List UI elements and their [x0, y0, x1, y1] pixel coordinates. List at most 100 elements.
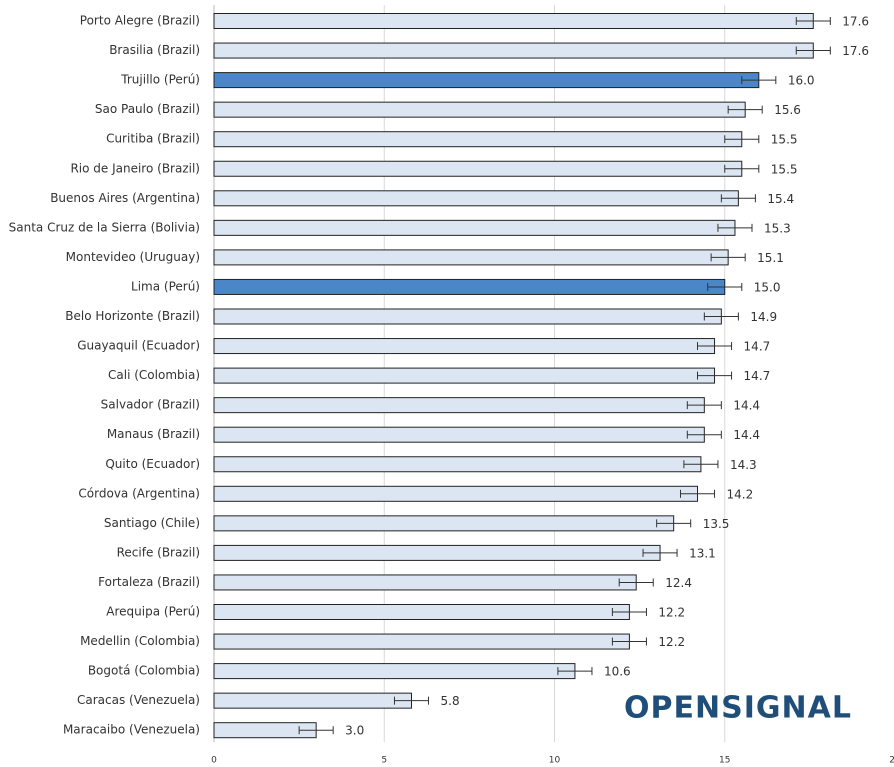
- y-tick-label: Bogotá (Colombia): [88, 664, 200, 678]
- y-tick-label: Recife (Brazil): [117, 545, 200, 559]
- bar: [213, 160, 743, 177]
- data-label: 17.6: [842, 44, 869, 58]
- data-label: 14.9: [750, 310, 777, 324]
- bar: [213, 426, 705, 443]
- y-tick-label: Guayaquil (Ecuador): [77, 339, 200, 353]
- bar: [213, 338, 716, 355]
- data-label: 15.5: [771, 133, 798, 147]
- y-tick-label: Medellin (Colombia): [80, 634, 200, 648]
- y-tick-label: Fortaleza (Brazil): [98, 575, 200, 589]
- bar: [213, 485, 699, 502]
- bar: [213, 663, 576, 680]
- bar: [213, 72, 760, 89]
- y-tick-label: Arequipa (Perú): [106, 605, 200, 619]
- y-tick-label: Porto Alegre (Brazil): [80, 14, 200, 28]
- bar: [213, 249, 729, 266]
- y-tick-label: Córdova (Argentina): [78, 486, 200, 500]
- error-bar: [393, 696, 430, 705]
- y-tick-label: Santiago (Chile): [104, 516, 200, 530]
- bar: [213, 13, 814, 29]
- error-bar: [697, 342, 733, 351]
- y-tick-label: Trujillo (Perú): [120, 73, 200, 87]
- data-label: 17.6: [842, 15, 869, 29]
- data-label: 10.6: [604, 665, 631, 679]
- error-bar: [298, 726, 334, 735]
- y-tick-label: Lima (Perú): [131, 279, 200, 293]
- data-label: 15.3: [764, 221, 791, 235]
- x-tick-label: 20: [889, 756, 894, 766]
- error-bar: [741, 76, 777, 85]
- data-label: 14.4: [733, 428, 760, 442]
- data-label: 13.5: [703, 517, 730, 531]
- error-bar: [720, 194, 756, 203]
- y-tick-label: Sao Paulo (Brazil): [95, 102, 200, 116]
- error-bar: [611, 608, 647, 616]
- error-bar: [697, 371, 733, 380]
- bar: [213, 131, 743, 148]
- x-tick-label: 0: [211, 756, 217, 766]
- data-label: 13.1: [689, 546, 716, 560]
- error-bar: [679, 489, 716, 498]
- data-label: 14.3: [730, 458, 757, 472]
- error-bar: [686, 430, 722, 439]
- data-label: 3.0: [345, 724, 364, 738]
- bar: [213, 367, 716, 384]
- y-tick-label: Maracaibo (Venezuela): [63, 723, 200, 737]
- error-bar: [717, 223, 753, 232]
- error-bar: [710, 253, 746, 262]
- bar: [213, 397, 705, 414]
- data-label: 14.2: [727, 487, 754, 501]
- y-tick-label: Buenos Aires (Argentina): [50, 191, 200, 205]
- error-bar: [795, 17, 831, 25]
- x-tick-label: 5: [381, 756, 387, 766]
- error-bar: [611, 637, 647, 646]
- bar: [213, 633, 630, 650]
- data-label: 15.4: [767, 192, 794, 206]
- error-bar: [707, 282, 743, 291]
- bar: [213, 515, 675, 532]
- data-label: 12.2: [658, 606, 685, 620]
- bar: [213, 219, 736, 236]
- y-tick-label: Quito (Ecuador): [105, 457, 200, 471]
- error-bar: [642, 548, 678, 557]
- bar: [213, 278, 726, 295]
- data-label: 14.4: [733, 399, 760, 413]
- error-bar: [618, 578, 654, 587]
- error-bar: [703, 312, 739, 321]
- y-tick-label: Montevideo (Uruguay): [66, 250, 200, 264]
- error-bar: [795, 46, 831, 55]
- bar: [213, 544, 661, 561]
- error-bar: [724, 164, 760, 173]
- data-label: 15.6: [774, 103, 801, 117]
- error-bar: [683, 460, 719, 469]
- data-label: 14.7: [744, 340, 771, 354]
- error-bar: [557, 667, 593, 676]
- bar: [213, 692, 412, 709]
- y-tick-label: Santa Cruz de la Sierra (Bolivia): [9, 220, 200, 234]
- data-label: 12.2: [658, 635, 685, 649]
- bar: [213, 456, 702, 473]
- y-tick-label: Rio de Janeiro (Brazil): [70, 161, 200, 175]
- error-bar: [724, 135, 760, 144]
- y-tick-label: Brasilia (Brazil): [109, 43, 200, 57]
- error-bar: [727, 105, 763, 114]
- x-tick-label: 10: [549, 756, 561, 766]
- data-label: 15.0: [754, 280, 781, 294]
- y-tick-label: Salvador (Brazil): [101, 398, 200, 412]
- data-label: 14.7: [744, 369, 771, 383]
- bar: [213, 308, 722, 325]
- x-tick-label: 15: [719, 756, 730, 766]
- data-label: 15.1: [757, 251, 784, 265]
- y-tick-label: Cali (Colombia): [108, 368, 200, 382]
- data-label: 5.8: [441, 694, 460, 708]
- bar: [213, 574, 637, 591]
- y-tick-label: Caracas (Venezuela): [77, 693, 200, 707]
- y-tick-label: Belo Horizonte (Brazil): [65, 309, 200, 323]
- bar: [213, 101, 746, 118]
- y-tick-label: Manaus (Brazil): [107, 427, 200, 441]
- error-bar: [686, 401, 722, 410]
- logo: OPENSIGNAL: [624, 691, 852, 726]
- bar: [213, 190, 739, 207]
